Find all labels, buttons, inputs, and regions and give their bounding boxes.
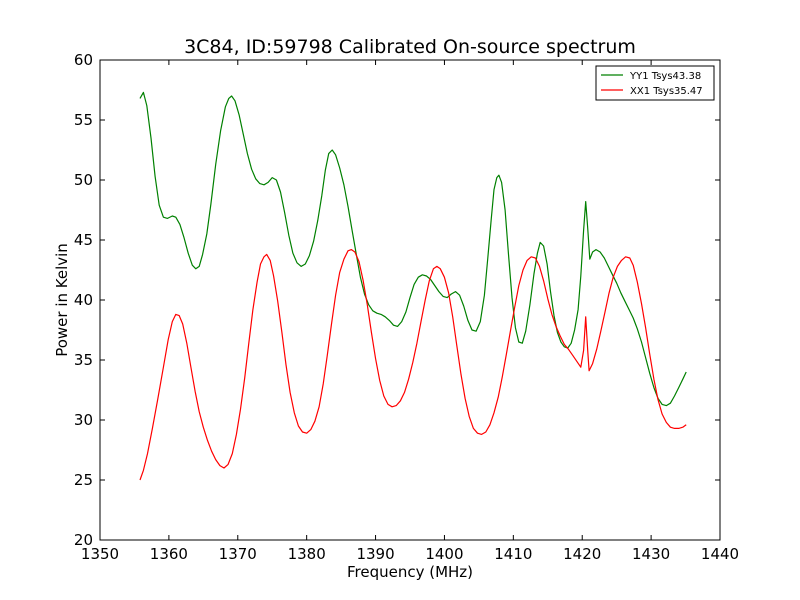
axes-layer: 1350 1360 1370 1380 1390 1400 1410 1420 1430 1440… [74, 51, 739, 563]
y-tick-label: 50 [74, 171, 93, 189]
x-tick-label: 1410 [494, 545, 532, 563]
x-tick-label: 1360 [150, 545, 188, 563]
series-line-1 [139, 249, 687, 481]
y-tick-label: 40 [74, 291, 93, 309]
x-axis-title: Frequency (MHz) [347, 563, 473, 581]
y-axis-title: Power in Kelvin [53, 243, 71, 357]
x-tick-label: 1430 [632, 545, 670, 563]
y-tick-label: 55 [74, 111, 93, 129]
legend-box [595, 65, 715, 101]
x-tick-label: 1440 [701, 545, 739, 563]
y-tick-label: 25 [74, 471, 93, 489]
y-tick-label: 20 [74, 531, 93, 549]
x-tick-label: 1370 [219, 545, 257, 563]
y-tick-label: 45 [74, 231, 93, 249]
series-layer [139, 91, 687, 481]
y-tick-label: 30 [74, 411, 93, 429]
x-tick-label: 1350 [81, 545, 119, 563]
y-tick-label: 35 [74, 351, 93, 369]
x-tick-label: 1420 [563, 545, 601, 563]
chart-title: 3C84, ID:59798 Calibrated On-source spec… [184, 36, 636, 58]
y-tick-label: 60 [74, 51, 93, 69]
x-tick-label: 1390 [356, 545, 394, 563]
legend-label-1: XX1 Tsys35.47 [630, 86, 703, 97]
x-tick-label: 1400 [425, 545, 463, 563]
series-line-0 [139, 91, 687, 407]
x-tick-label: 1380 [288, 545, 326, 563]
legend-label-0: YY1 Tsys43.38 [629, 71, 701, 82]
legend: YY1 Tsys43.38 XX1 Tsys35.47 [595, 65, 715, 101]
